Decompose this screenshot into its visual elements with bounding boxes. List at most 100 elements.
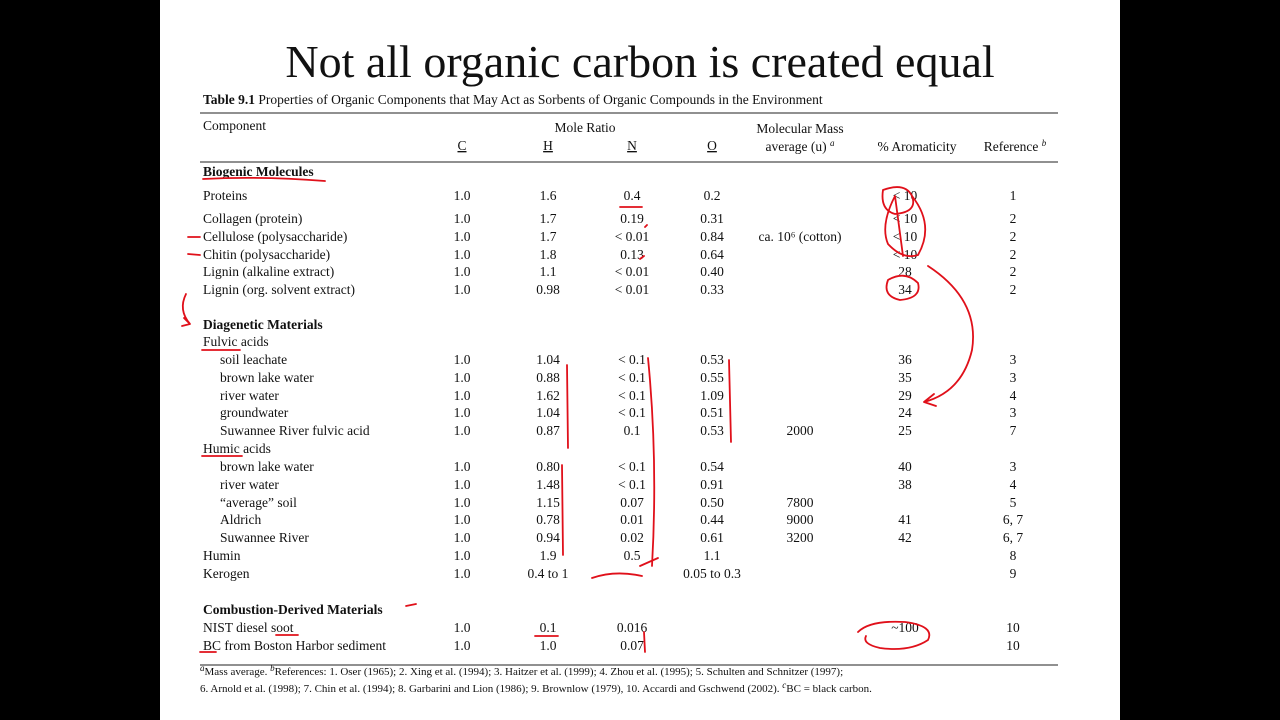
table-cell: 0.50 [700,495,724,510]
section-title: Combustion-Derived Materials [203,602,383,617]
ink [201,349,243,457]
ink [187,236,201,256]
table-cell: 1.0 [454,188,471,203]
table-cell: 38 [898,477,912,492]
table-cell: 1.04 [536,352,560,367]
table-cell: 1.0 [454,459,471,474]
row-label: Collagen (protein) [203,211,302,226]
table-cell: 0.78 [536,512,560,527]
note-mark: c [782,680,786,690]
row-label: “average” soil [220,495,297,510]
table-cell: 3 [1010,370,1017,385]
table-cell: 0.01 [620,512,644,527]
table-cell: 1.0 [454,477,471,492]
ink [181,293,191,327]
table-cell: 1.1 [540,264,557,279]
row-label: Lignin (org. solvent extract) [203,282,355,297]
section-title: Biogenic Molecules [203,164,314,179]
table-cell: 0.13 [620,247,644,262]
table-cell: 7 [1010,423,1017,438]
table-cell: < 0.1 [618,477,646,492]
row-label: Humin [203,548,241,563]
header-h: H [543,138,553,153]
group-title: Fulvic acids [203,334,269,349]
ink [884,195,927,258]
header-aromaticity: % Aromaticity [877,139,956,154]
red-annotations [181,176,974,653]
table-cell: 0.87 [536,423,560,438]
row-label: Kerogen [203,566,250,581]
table-cell: 1.09 [700,388,724,403]
table-cell: 41 [898,512,912,527]
table-cell: 1.0 [454,247,471,262]
table-cell: 0.33 [700,282,724,297]
footnote-2: 6. Arnold et al. (1998); 7. Chin et al. … [200,680,872,695]
table-cell: 0.19 [620,211,644,226]
table-cell: 6, 7 [1003,530,1024,545]
table-cell: 1.0 [454,512,471,527]
footnote-text: References: 1. Oser (1965); 2. Xing et a… [275,666,843,678]
table-cell: 2 [1010,211,1017,226]
row-label: Lignin (alkaline extract) [203,264,334,279]
ink [857,620,931,650]
ink [561,357,732,567]
table-cell: 0.91 [700,477,724,492]
table-cell: 4 [1010,388,1017,403]
table-cell: 25 [898,423,912,438]
table-cell: 3 [1010,352,1017,367]
table-cell: 0.1 [624,423,641,438]
table-cell: 1.0 [454,352,471,367]
table-cell: 1.48 [536,477,560,492]
table-cell: 1.0 [454,495,471,510]
header-mass: Molecular Mass [756,121,843,136]
table-cell: 0.07 [620,638,644,653]
table-cell: 0.55 [700,370,724,385]
table-cell: 2000 [787,423,814,438]
table-cell: 1.0 [454,530,471,545]
table-cell: 0.98 [536,282,560,297]
table-cell: 0.05 to 0.3 [683,566,741,581]
table-cell: 7800 [787,495,814,510]
table-cell: 2 [1010,229,1017,244]
table-cell: 0.40 [700,264,724,279]
table-cell: 8 [1010,548,1017,563]
table-cell: 1.7 [540,211,557,226]
table-cell: 1.8 [540,247,557,262]
table-cell: 9 [1010,566,1017,581]
table-cell: 1.0 [454,264,471,279]
table-cell: 0.07 [620,495,644,510]
footnote-text: Mass average. [205,666,268,678]
ink [199,631,646,653]
table-cell: 29 [898,388,912,403]
table-cell: < 0.1 [618,370,646,385]
table-cell: 1.0 [454,282,471,297]
row-label: BC from Boston Harbor sediment [203,638,386,653]
table-cell: < 0.01 [615,264,650,279]
header-n: N [627,138,637,153]
table-cell: 1.6 [540,188,557,203]
table-cell: 10 [1006,638,1020,653]
table-cell: < 10 [893,188,918,203]
row-label: Aldrich [220,512,261,527]
table-cell: < 0.01 [615,282,650,297]
table-cell: 1.04 [536,405,560,420]
table-cell: 1.0 [454,638,471,653]
note-mark: b [1042,138,1047,148]
table-cell: 2 [1010,282,1017,297]
header-mass-2: average (u) a [766,138,835,154]
row-label: Proteins [203,188,247,203]
table-cell: 9000 [787,512,814,527]
table-cell: 3 [1010,405,1017,420]
table-cell: 3 [1010,459,1017,474]
note-mark: b [270,663,275,673]
table-cell: 1.0 [454,423,471,438]
table-cell: 0.94 [536,530,560,545]
table-cell: 34 [898,282,912,297]
table-cell: 1.0 [540,638,557,653]
ink [923,265,974,407]
table-cell: 1.0 [454,405,471,420]
table-cell: 1.9 [540,548,557,563]
table-cell: < 0.1 [618,352,646,367]
row-label: Cellulose (polysaccharide) [203,229,347,244]
